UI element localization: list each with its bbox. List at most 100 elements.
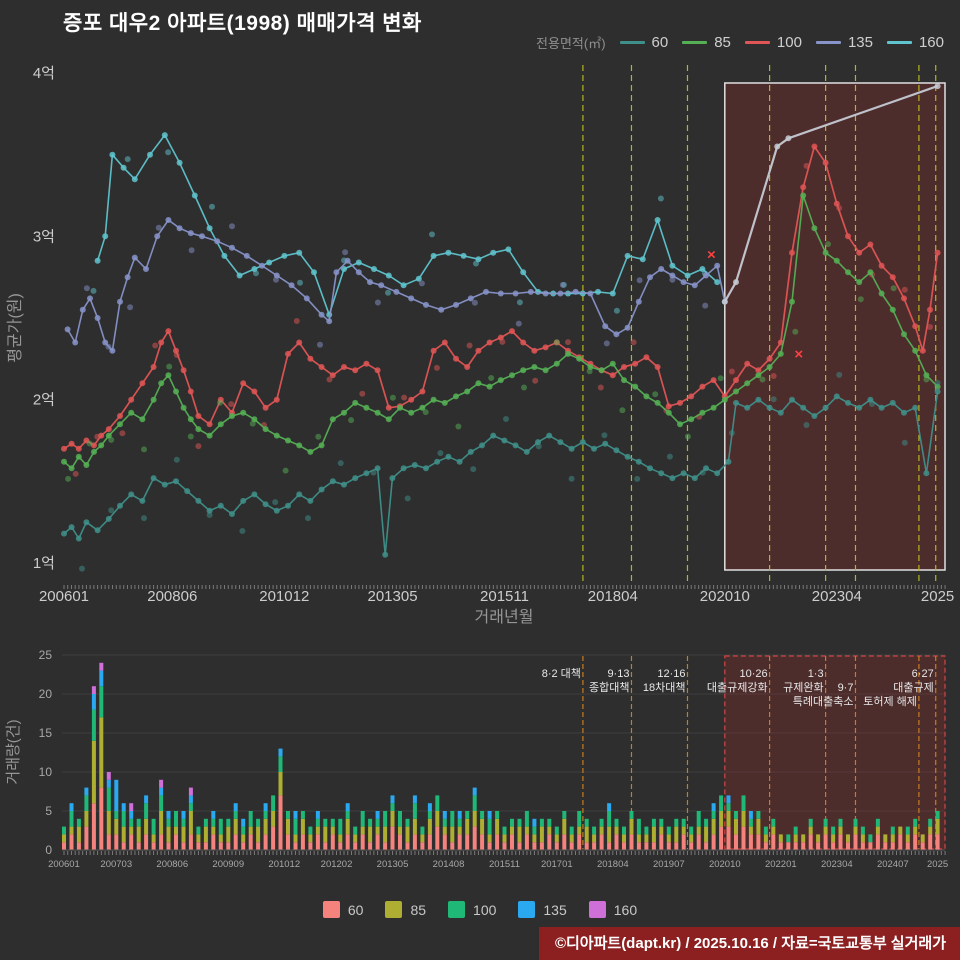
series-point-160 bbox=[161, 132, 168, 139]
series-point-85 bbox=[665, 409, 672, 416]
series-point-135 bbox=[408, 295, 415, 302]
scatter-point-85 bbox=[586, 368, 593, 375]
series-point-60 bbox=[602, 440, 609, 447]
series-point-60 bbox=[635, 458, 642, 465]
series-point-100 bbox=[744, 360, 751, 367]
volume-bar-seg-85 bbox=[539, 826, 544, 843]
volume-bar-seg-100 bbox=[99, 686, 104, 718]
series-point-100 bbox=[464, 364, 471, 370]
scatter-point-60 bbox=[173, 456, 180, 463]
series-point-135 bbox=[303, 295, 310, 302]
scatter-point-135 bbox=[229, 223, 235, 230]
series-point-60 bbox=[75, 535, 82, 542]
volume-bar-seg-60 bbox=[480, 834, 485, 850]
volume-legend-item-100[interactable]: 100 bbox=[448, 901, 496, 918]
series-point-100 bbox=[98, 432, 105, 439]
volume-bar-seg-85 bbox=[838, 826, 843, 835]
volume-bar-seg-85 bbox=[711, 818, 716, 835]
volume-bar-seg-60 bbox=[188, 834, 193, 850]
volume-y-tick-label: 15 bbox=[39, 726, 53, 740]
volume-legend-item-85[interactable]: 85 bbox=[385, 901, 426, 918]
scatter-point-135 bbox=[273, 276, 279, 283]
legend-item-60[interactable]: 60 bbox=[619, 34, 668, 51]
legend-item-85[interactable]: 85 bbox=[682, 34, 731, 51]
volume-bar-seg-100 bbox=[562, 811, 567, 819]
series-point-85 bbox=[576, 355, 583, 362]
series-point-85 bbox=[229, 413, 235, 419]
scatter-point-85 bbox=[108, 436, 115, 443]
scatter-point-135 bbox=[636, 277, 643, 284]
volume-bar-seg-85 bbox=[719, 811, 724, 827]
series-point-100 bbox=[251, 388, 258, 395]
volume-bar-seg-100 bbox=[159, 795, 164, 811]
volume-legend-item-135[interactable]: 135 bbox=[518, 901, 567, 918]
legend-item-135[interactable]: 135 bbox=[815, 34, 873, 51]
volume-bar-seg-60 bbox=[412, 834, 417, 850]
volume-bar-seg-100 bbox=[330, 818, 335, 827]
series-point-60 bbox=[307, 497, 314, 504]
policy-annotation: 종합대책 bbox=[589, 681, 629, 694]
volume-bar-seg-135 bbox=[166, 811, 171, 819]
volume-bar-seg-135 bbox=[532, 818, 537, 827]
series-point-135 bbox=[669, 272, 676, 279]
series-point-135 bbox=[703, 272, 709, 279]
volume-bar-seg-135 bbox=[748, 811, 753, 819]
series-point-160 bbox=[266, 259, 273, 266]
volume-bar-seg-60 bbox=[659, 834, 664, 850]
policy-annotation: 토허제 해제 bbox=[863, 694, 917, 708]
volume-x-tick-label: 202010 bbox=[709, 859, 741, 870]
series-point-85 bbox=[621, 377, 627, 384]
volume-legend-item-160[interactable]: 160 bbox=[588, 901, 637, 918]
volume-bar-seg-85 bbox=[226, 826, 231, 843]
volume-bar-seg-60 bbox=[636, 842, 641, 850]
volume-bar-seg-85 bbox=[330, 826, 335, 835]
scatter-point-135 bbox=[317, 341, 323, 348]
series-point-60 bbox=[703, 465, 709, 472]
legend-item-100[interactable]: 100 bbox=[744, 34, 802, 51]
series-point-60 bbox=[456, 458, 463, 465]
volume-bar-seg-60 bbox=[831, 842, 836, 850]
volume-bar-seg-60 bbox=[450, 842, 455, 850]
volume-bar-seg-100 bbox=[196, 826, 201, 835]
volume-bar-seg-60 bbox=[345, 834, 350, 850]
legend-line-swatch-60 bbox=[619, 41, 645, 44]
series-point-60 bbox=[296, 491, 303, 498]
volume-bar-seg-85 bbox=[771, 826, 776, 835]
series-point-100 bbox=[766, 355, 773, 362]
scatter-point-60 bbox=[803, 422, 810, 428]
legend-item-160[interactable]: 160 bbox=[886, 34, 944, 51]
series-point-60 bbox=[579, 439, 586, 446]
volume-bar-seg-60 bbox=[763, 842, 768, 850]
series-point-160 bbox=[684, 272, 691, 279]
series-point-135 bbox=[647, 274, 653, 281]
volume-bar-seg-135 bbox=[427, 803, 432, 811]
series-line-100 bbox=[63, 145, 939, 450]
series-point-60 bbox=[512, 442, 519, 449]
policy-annotation: 1·3 bbox=[808, 668, 824, 680]
volume-legend-item-60[interactable]: 60 bbox=[322, 901, 363, 918]
volume-bar-seg-85 bbox=[353, 834, 358, 843]
volume-bar-seg-85 bbox=[248, 826, 253, 835]
legend-title: 전용면적(㎡) bbox=[536, 36, 606, 51]
volume-bar-seg-100 bbox=[256, 818, 261, 827]
volume-legend-label: 85 bbox=[410, 901, 427, 918]
series-point-100 bbox=[296, 339, 303, 346]
series-point-100 bbox=[262, 404, 269, 411]
scatter-point-100 bbox=[326, 376, 333, 383]
volume-bar-seg-100 bbox=[398, 811, 402, 827]
volume-bar-seg-60 bbox=[562, 834, 567, 850]
series-point-60 bbox=[229, 511, 235, 517]
series-point-135 bbox=[423, 301, 429, 308]
volume-x-tick-label: 202304 bbox=[821, 859, 853, 870]
series-point-160 bbox=[505, 246, 512, 253]
volume-bar-seg-85 bbox=[166, 826, 171, 843]
volume-y-tick-label: 20 bbox=[39, 687, 53, 701]
volume-legend-swatch-100 bbox=[448, 901, 466, 918]
volume-bar-seg-85 bbox=[681, 826, 686, 835]
series-point-60 bbox=[923, 470, 930, 477]
volume-bar-seg-135 bbox=[293, 811, 298, 819]
volume-bar-seg-60 bbox=[928, 834, 933, 850]
volume-bar-seg-60 bbox=[614, 834, 619, 850]
series-point-135 bbox=[124, 274, 131, 281]
scatter-point-60 bbox=[601, 432, 608, 439]
